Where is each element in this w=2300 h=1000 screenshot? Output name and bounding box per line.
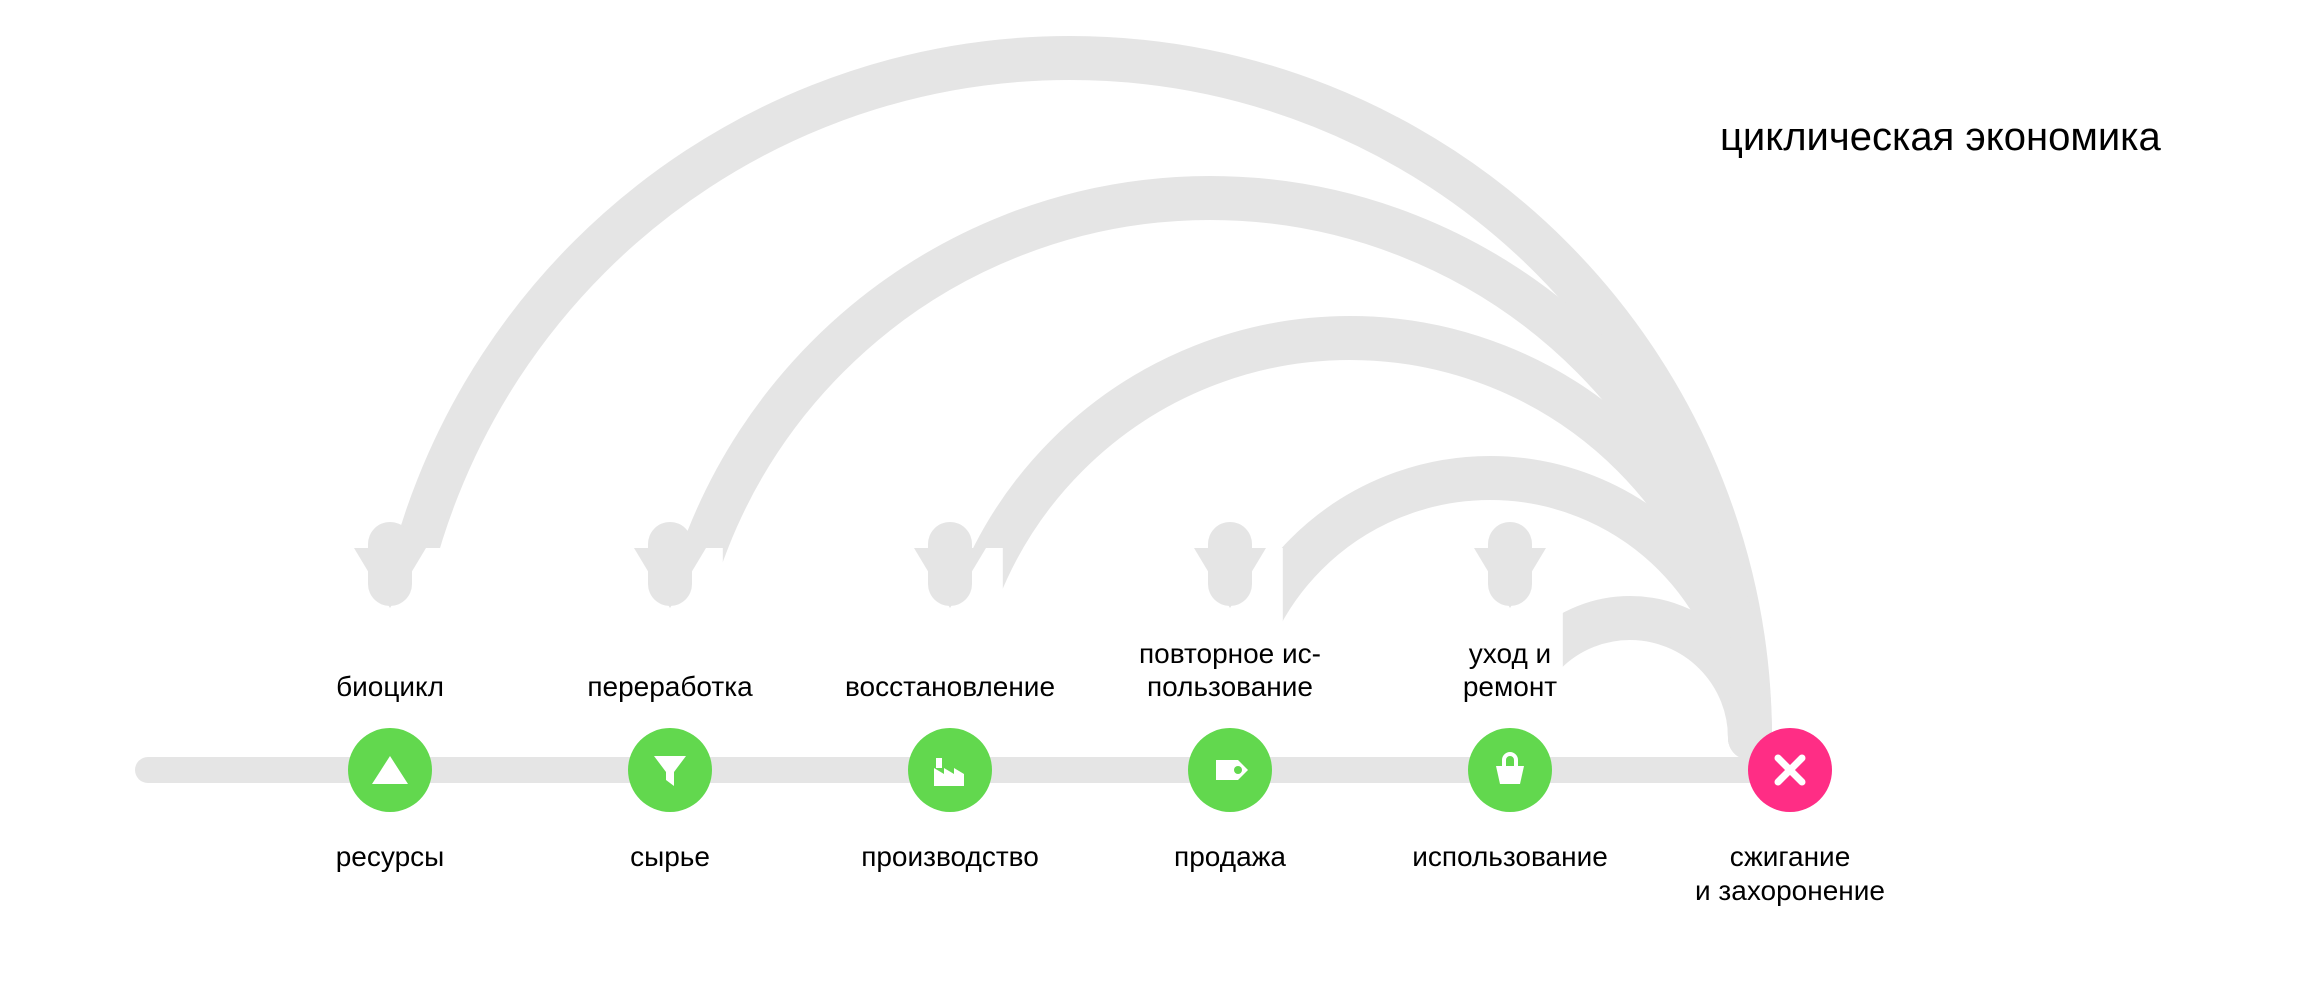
diagram-canvas: циклическая экономика ресурсыбиоциклсырь… <box>0 0 2300 1000</box>
label-above-resources: биоцикл <box>270 670 510 1000</box>
cross-icon <box>1768 748 1812 792</box>
label-below-waste: сжигание и захоронение <box>1670 840 1910 907</box>
diagram-title: циклическая экономика <box>1720 115 2161 160</box>
label-above-raw: переработка <box>550 670 790 1000</box>
node-waste <box>1748 728 1832 812</box>
label-above-sale: повторное ис- пользование <box>1110 637 1350 1000</box>
label-above-use: уход и ремонт <box>1390 637 1630 1000</box>
label-above-production: восстановление <box>830 670 1070 1000</box>
